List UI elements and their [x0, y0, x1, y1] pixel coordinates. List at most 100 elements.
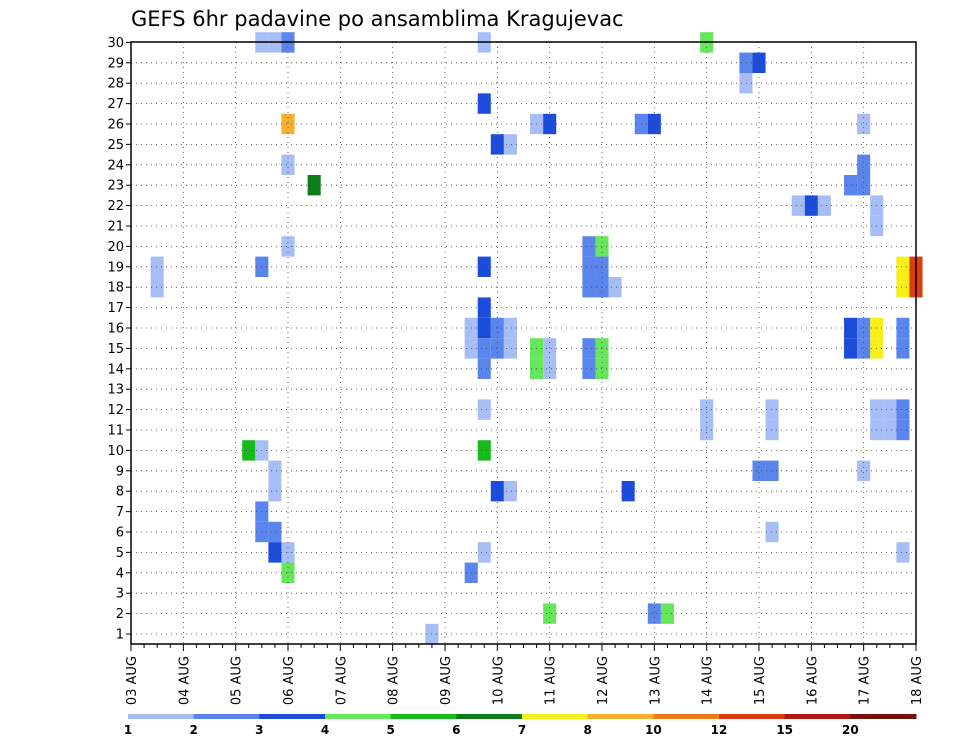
heatmap-cell [739, 52, 753, 73]
heatmap-cell [817, 195, 831, 216]
heatmap-cell [647, 113, 661, 135]
y-tick-label: 18 [107, 281, 124, 296]
y-tick-label: 27 [107, 97, 124, 112]
legend-label: 5 [386, 723, 394, 737]
heatmap-cell [543, 603, 557, 624]
heatmap-cell [477, 93, 491, 114]
y-tick-label: 2 [116, 607, 124, 622]
heatmap-cell [582, 358, 596, 379]
legend-swatch [587, 714, 654, 719]
y-tick-label: 26 [107, 118, 124, 133]
y-axis: 1234567891011121314151617181920212223242… [107, 36, 131, 643]
legend-label: 2 [189, 723, 197, 737]
legend-swatch [719, 714, 786, 719]
legend-swatch [390, 714, 457, 719]
heatmap-cell [765, 419, 779, 441]
legend-label: 4 [321, 723, 329, 737]
y-tick-label: 30 [107, 36, 124, 51]
heatmap-cell [490, 481, 504, 502]
y-tick-label: 22 [107, 199, 124, 214]
heatmap-cell [281, 236, 295, 257]
y-tick-label: 6 [116, 526, 124, 541]
heatmap-cell [752, 460, 766, 481]
heatmap-cell [543, 358, 557, 379]
x-tick-label: 15 AUG [753, 656, 768, 705]
heatmap-cell [543, 113, 557, 135]
heatmap-cell [857, 460, 871, 481]
chart-title: GEFS 6hr padavine po ansamblima Kragujev… [131, 7, 624, 31]
heatmap-cell [582, 236, 596, 257]
x-tick-label: 11 AUG [544, 656, 559, 705]
heatmap-cell [582, 338, 596, 359]
legend-label: 8 [583, 723, 591, 737]
x-tick-label: 04 AUG [177, 656, 192, 705]
legend-label: 20 [842, 723, 859, 737]
plot-frame [130, 41, 917, 645]
legend-swatch [259, 714, 326, 719]
heatmap-cell [242, 440, 256, 461]
legend-label: 3 [255, 723, 263, 737]
y-tick-label: 25 [107, 138, 124, 153]
heatmap-cell [477, 256, 491, 277]
legend-label: 10 [645, 723, 662, 737]
y-tick-label: 23 [107, 179, 124, 194]
y-tick-label: 13 [107, 383, 124, 398]
heatmap-cell [739, 73, 753, 94]
x-tick-label: 09 AUG [439, 656, 454, 705]
y-tick-label: 5 [116, 546, 124, 561]
heatmap-cell [896, 317, 910, 339]
legend-swatch [850, 714, 917, 719]
x-tick-label: 03 AUG [125, 656, 140, 705]
heatmap-cell [543, 338, 557, 359]
y-tick-label: 9 [116, 464, 124, 479]
y-tick-label: 20 [107, 240, 124, 255]
heatmap-cell [896, 338, 910, 359]
y-tick-label: 21 [107, 220, 124, 235]
heatmap-cell [281, 154, 295, 175]
heatmap-cell [268, 481, 282, 502]
legend-swatch [193, 714, 260, 719]
heatmap-cell [150, 277, 164, 298]
legend-swatch [325, 714, 392, 719]
heatmap-cell [647, 603, 661, 624]
grid-layer [130, 42, 917, 644]
legend-swatch [522, 714, 589, 719]
y-tick-label: 24 [107, 158, 124, 173]
heatmap-cell [503, 338, 517, 359]
y-tick-label: 3 [116, 587, 124, 602]
x-tick-label: 06 AUG [282, 656, 297, 705]
x-tick-label: 10 AUG [491, 656, 506, 705]
legend-swatch [784, 714, 851, 719]
y-tick-label: 19 [107, 260, 124, 275]
heatmap-cell [857, 338, 871, 359]
heatmap-cell [268, 542, 282, 563]
x-tick-label: 08 AUG [387, 656, 402, 705]
y-tick-label: 10 [107, 444, 124, 459]
heatmap-cell [150, 256, 164, 277]
y-tick-label: 4 [116, 566, 124, 581]
heatmap-cell [477, 317, 491, 339]
legend-swatch [456, 714, 523, 719]
legend-swatch [128, 714, 195, 719]
heatmap-cell [490, 134, 504, 155]
heatmap-cell [268, 521, 282, 543]
x-tick-label: 07 AUG [334, 656, 349, 705]
y-tick-label: 17 [107, 301, 124, 316]
heatmap-cell [844, 338, 858, 359]
heatmap-cell [857, 154, 871, 175]
heatmap-cell [765, 399, 779, 420]
y-tick-label: 11 [107, 424, 124, 439]
heatmap-cell [503, 317, 517, 339]
legend-swatch [653, 714, 720, 719]
legend-label: 6 [452, 723, 460, 737]
heatmap-cell [896, 419, 910, 441]
y-tick-label: 29 [107, 56, 124, 71]
heatmap-cell [503, 134, 517, 155]
heatmap-cell [765, 521, 779, 543]
y-tick-label: 15 [107, 342, 124, 357]
y-tick-label: 16 [107, 322, 124, 337]
legend-label: 12 [711, 723, 728, 737]
heatmap-cell [621, 481, 635, 502]
heatmap-cell [307, 175, 321, 196]
